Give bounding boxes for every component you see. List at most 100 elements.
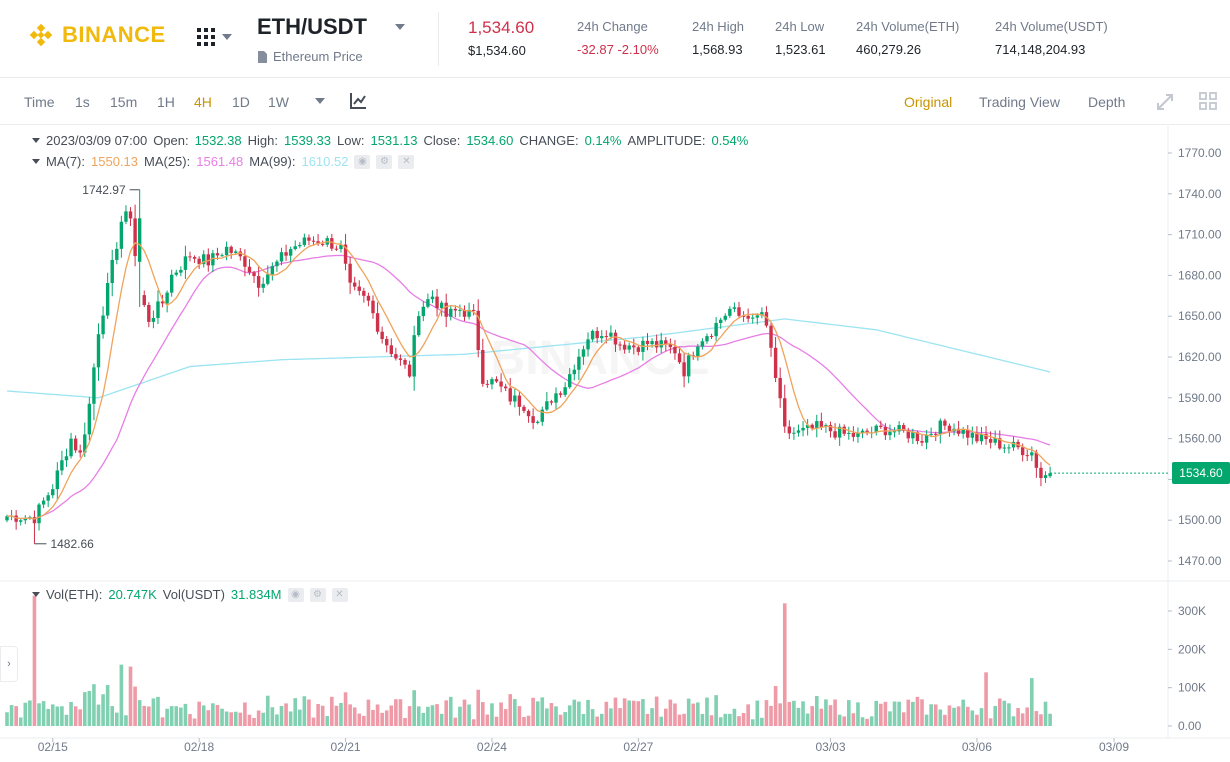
volume-bar bbox=[746, 704, 750, 726]
chart-grid bbox=[0, 126, 1230, 739]
volume-bar bbox=[60, 706, 64, 726]
hide-indicator-icon[interactable]: ◉ bbox=[287, 587, 304, 602]
volume-bar bbox=[220, 708, 224, 726]
volume-bar bbox=[627, 700, 631, 726]
candle-body bbox=[819, 421, 824, 427]
volume-bar bbox=[572, 699, 577, 726]
candle-body bbox=[632, 345, 636, 348]
more-intervals-caret-icon[interactable] bbox=[315, 98, 325, 104]
candle-body bbox=[197, 258, 201, 265]
candle-body bbox=[975, 433, 979, 442]
interval-1w[interactable]: 1W bbox=[268, 94, 289, 110]
kline-chart[interactable]: BINANCE 1770.00 1740.00 1710.00 1680.00 1650… bbox=[0, 126, 1230, 762]
close-icon[interactable]: ✕ bbox=[331, 587, 348, 602]
volume-bar bbox=[952, 707, 956, 726]
volume-bar bbox=[824, 699, 828, 726]
volume-bar bbox=[156, 696, 160, 726]
interval-15m[interactable]: 15m bbox=[110, 94, 138, 110]
legend-date: 2023/03/09 07:00 bbox=[46, 133, 148, 148]
volume-bar bbox=[1043, 701, 1048, 726]
apps-menu-button[interactable] bbox=[196, 27, 232, 47]
volume-bar bbox=[110, 706, 115, 726]
candle-body bbox=[682, 362, 686, 377]
view-depth[interactable]: Depth bbox=[1088, 94, 1126, 110]
candle-body bbox=[394, 354, 398, 359]
volume-bar bbox=[691, 703, 696, 726]
interval-1d[interactable]: 1D bbox=[232, 94, 250, 110]
volume-bar bbox=[819, 708, 824, 726]
volume-bar bbox=[668, 699, 673, 726]
settings-icon[interactable]: ⚙ bbox=[376, 154, 393, 169]
candle-body bbox=[1034, 452, 1039, 468]
volume-bar bbox=[728, 713, 732, 726]
volume-bar bbox=[805, 713, 810, 726]
candle-body bbox=[902, 425, 906, 431]
binance-logo-icon bbox=[29, 23, 53, 47]
volume-bar bbox=[801, 701, 805, 726]
volume-bar bbox=[513, 699, 517, 726]
volume-bar bbox=[741, 713, 746, 726]
candle-body bbox=[73, 438, 78, 451]
candle-body bbox=[188, 256, 192, 258]
vol-eth-label: Vol(ETH): bbox=[46, 587, 103, 602]
indicator-chart-icon[interactable] bbox=[349, 92, 367, 110]
volume-bar bbox=[101, 694, 105, 726]
volume-bar bbox=[265, 695, 270, 726]
collapse-caret-icon[interactable] bbox=[32, 138, 40, 143]
candle-body bbox=[741, 315, 746, 317]
stat-label: 24h Volume(ETH) bbox=[856, 19, 960, 34]
volume-bar bbox=[915, 696, 920, 726]
volume-bar bbox=[901, 712, 906, 726]
collapse-caret-icon[interactable] bbox=[32, 592, 40, 597]
interval-1h[interactable]: 1H bbox=[157, 94, 175, 110]
pair-caret-icon bbox=[395, 24, 405, 30]
candle-body bbox=[851, 432, 856, 437]
candle-body bbox=[719, 319, 723, 323]
candle-body bbox=[458, 309, 462, 311]
volume-bar bbox=[453, 717, 458, 726]
volume-bar bbox=[792, 700, 796, 726]
volume-bar bbox=[549, 703, 554, 726]
view-original[interactable]: Original bbox=[904, 94, 953, 110]
volume-bar bbox=[956, 706, 961, 726]
volume-bar bbox=[554, 706, 558, 726]
layout-grid-icon[interactable] bbox=[1199, 92, 1217, 110]
candle-body bbox=[979, 433, 984, 442]
volume-bar bbox=[32, 595, 37, 726]
candle-body bbox=[183, 256, 188, 270]
legend-high-label: High: bbox=[247, 133, 278, 148]
candle-body bbox=[215, 253, 220, 256]
brand-logo[interactable]: BINANCE bbox=[28, 22, 166, 48]
interval-4h[interactable]: 4H bbox=[194, 94, 212, 110]
candle-body bbox=[618, 344, 622, 346]
fullscreen-icon[interactable] bbox=[1156, 93, 1174, 111]
expand-sidebar-button[interactable]: › bbox=[0, 646, 18, 682]
interval-1s[interactable]: 1s bbox=[75, 94, 90, 110]
candle-body bbox=[723, 315, 727, 320]
collapse-caret-icon[interactable] bbox=[32, 159, 40, 164]
volume-bar bbox=[599, 713, 604, 726]
candle-body bbox=[792, 432, 796, 434]
pair-selector[interactable]: ETH/USDT Ethereum Price bbox=[257, 14, 405, 64]
candle-body bbox=[362, 290, 366, 296]
candle-body bbox=[234, 251, 238, 253]
candle-body bbox=[879, 425, 883, 427]
close-icon[interactable]: ✕ bbox=[398, 154, 415, 169]
candle-body bbox=[526, 410, 531, 417]
interval-time[interactable]: Time bbox=[24, 94, 55, 110]
chart-canvas[interactable]: BINANCE 1770.00 1740.00 1710.00 1680.00 1650… bbox=[0, 126, 1230, 762]
volume-bar bbox=[389, 705, 394, 726]
candle-body bbox=[385, 338, 389, 346]
time-tick-label: 02/18 bbox=[184, 740, 214, 754]
price-tick-label: 1500.00 bbox=[1178, 513, 1222, 527]
settings-icon[interactable]: ⚙ bbox=[309, 587, 326, 602]
hide-indicator-icon[interactable]: ◉ bbox=[354, 154, 371, 169]
asset-subtitle[interactable]: Ethereum Price bbox=[257, 49, 367, 64]
ohlc-legend: 2023/03/09 07:00 Open: 1532.38 High: 153… bbox=[32, 133, 748, 148]
volume-bar bbox=[270, 707, 275, 726]
time-tick-label: 03/06 bbox=[962, 740, 992, 754]
candle-body bbox=[490, 379, 494, 385]
candle-body bbox=[5, 516, 9, 521]
view-trading-view[interactable]: Trading View bbox=[979, 94, 1060, 110]
candle-body bbox=[128, 211, 133, 219]
